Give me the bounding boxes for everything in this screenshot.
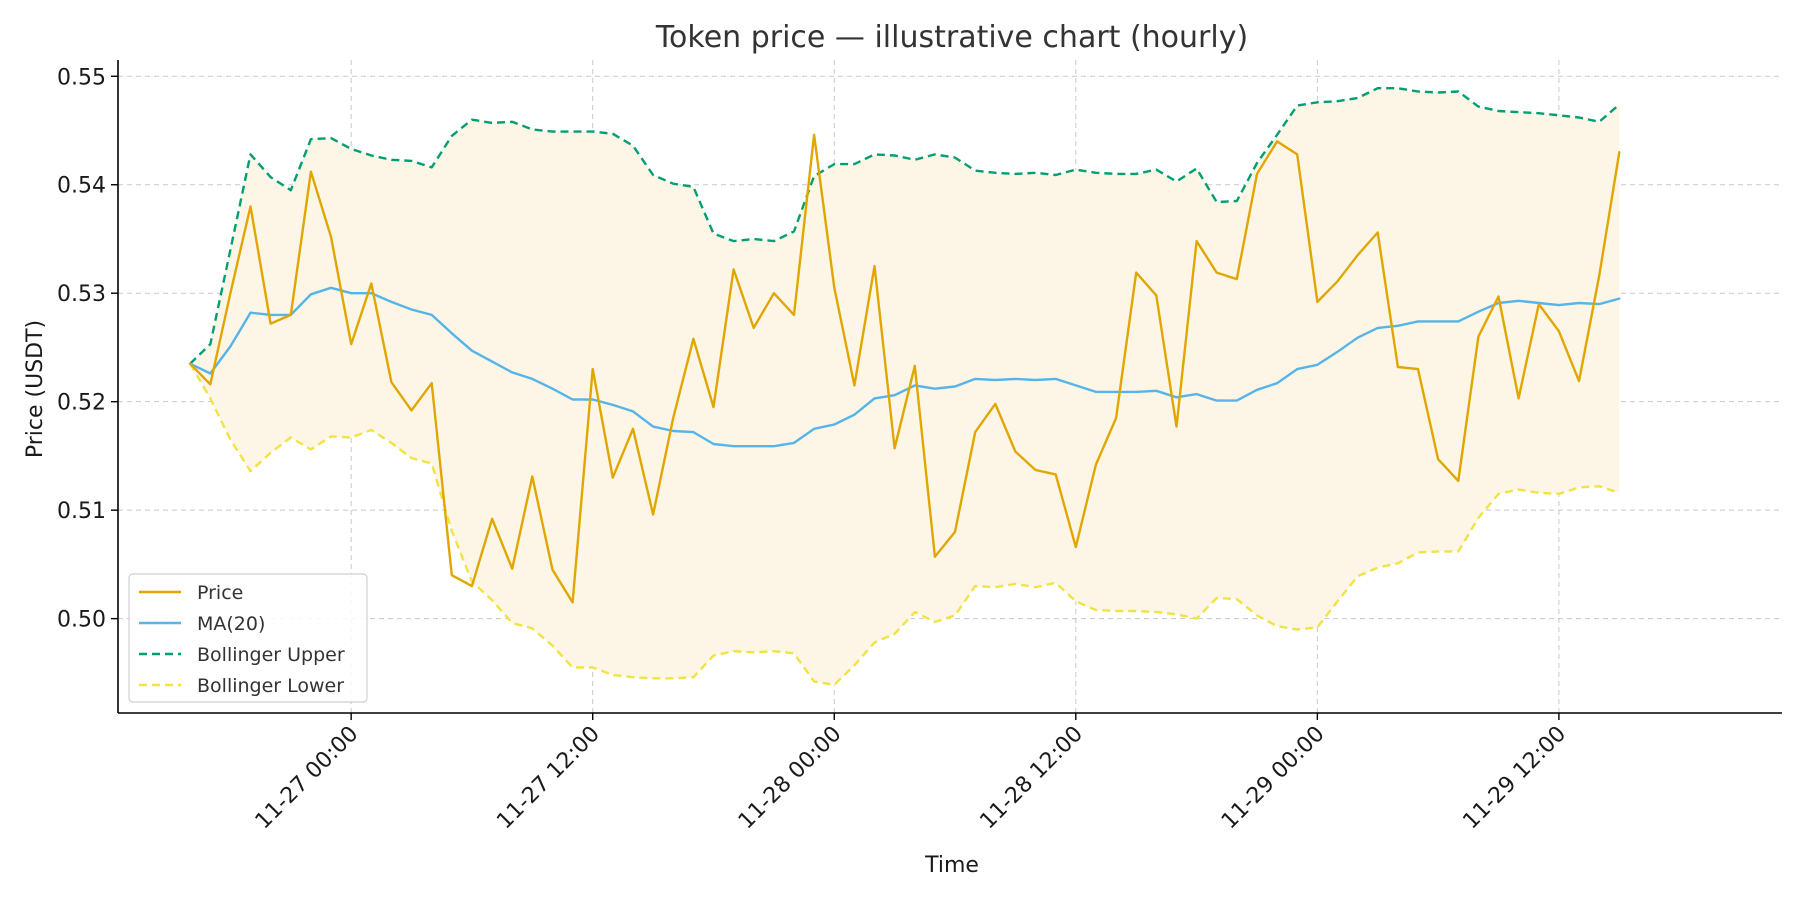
y-tick-label: 0.54	[57, 174, 106, 199]
y-tick-labels: 0.50 0.51 0.52 0.53 0.54 0.55	[57, 65, 106, 632]
axes	[111, 60, 1782, 720]
series-line-price	[188, 133, 1621, 604]
x-axis-label: Time	[924, 853, 979, 878]
series-line-bollinger-lower	[189, 363, 1620, 686]
series-line-ma-20	[188, 286, 1621, 448]
y-tick-label: 0.50	[57, 608, 106, 633]
y-tick-label: 0.53	[57, 282, 106, 307]
legend-label-ma-20: MA(20)	[197, 613, 265, 635]
legend-label-bollinger-upper: Bollinger Upper	[197, 644, 345, 666]
legend-box	[128, 573, 368, 703]
legend-label-price: Price	[197, 582, 243, 604]
bollinger-band-fill	[190, 88, 1620, 685]
y-axis-label: Price (USDT)	[23, 320, 48, 458]
chart-title: Token price — illustrative chart (hourly…	[655, 20, 1248, 55]
series-line-bollinger-upper	[189, 87, 1621, 365]
y-tick-label: 0.55	[57, 65, 106, 90]
legend-label-bollinger-lower: Bollinger Lower	[197, 675, 344, 697]
legend: Price MA(20) Bollinger Upper Bollinger Lowe…	[128, 573, 368, 703]
y-tick-label: 0.51	[57, 499, 106, 524]
series-lines	[188, 87, 1621, 686]
y-tick-label: 0.52	[57, 391, 106, 416]
